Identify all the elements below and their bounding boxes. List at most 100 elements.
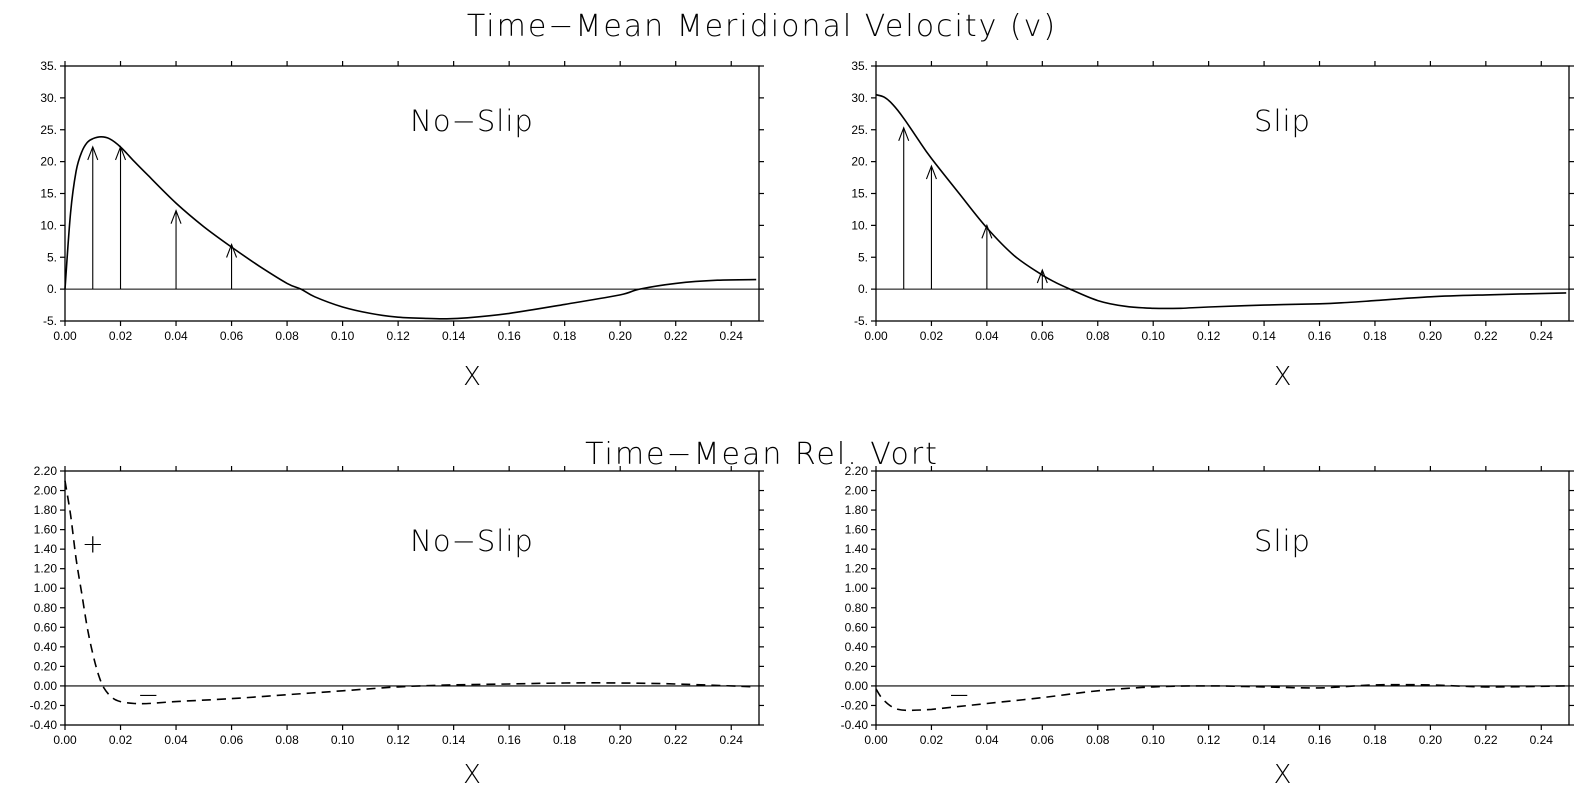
y-tick-label: 10. — [851, 218, 868, 232]
x-tick-label: 0.24 — [720, 329, 744, 343]
y-tick-label: 15. — [40, 187, 57, 201]
x-tick-label: 0.06 — [1031, 733, 1055, 747]
x-tick-label: 0.04 — [975, 329, 999, 343]
x-tick-label: 0.12 — [386, 329, 410, 343]
x-tick-label: 0.04 — [164, 733, 188, 747]
y-tick-label: 0.60 — [845, 620, 869, 634]
y-tick-label: 1.60 — [34, 523, 58, 537]
x-tick-label: 0.10 — [1142, 733, 1166, 747]
y-tick-label: 1.80 — [845, 503, 869, 517]
x-tick-label: 0.02 — [920, 329, 944, 343]
x-tick-label: 0.14 — [1252, 733, 1276, 747]
y-tick-label: 0.40 — [845, 640, 869, 654]
y-tick-label: 2.00 — [34, 484, 58, 498]
plot-frame — [875, 470, 1570, 726]
vort-slip-panel: 0.00 0.02 0.04 0.06 0.08 0.10 0.12 0.14 0.16 0.18… — [841, 464, 1574, 790]
y-tick-label: 2.20 — [34, 464, 58, 478]
x-tick-label: 0.24 — [720, 733, 744, 747]
x-tick-label: 0.08 — [275, 329, 299, 343]
x-tick-label: 0.24 — [1530, 329, 1554, 343]
x-tick-label: 0.04 — [164, 329, 188, 343]
v-slip-x-axis-title: X — [1274, 362, 1292, 392]
x-tick-label: 0.10 — [331, 329, 355, 343]
y-tick-label: 1.00 — [34, 581, 58, 595]
y-tick-label: 20. — [40, 155, 57, 169]
x-tick-label: 0.20 — [609, 733, 633, 747]
x-tick-label: 0.18 — [553, 733, 577, 747]
y-tick-label: 35. — [851, 59, 868, 73]
y-tick-label: -0.20 — [841, 698, 869, 712]
x-tick-label: 0.08 — [1086, 733, 1110, 747]
y-tick-label: 20. — [851, 155, 868, 169]
plot-frame — [875, 65, 1570, 322]
x-tick-label: 0.22 — [1474, 329, 1498, 343]
velocity-arrow-head — [898, 126, 910, 142]
v-noslip-x-axis-title: X — [463, 362, 481, 392]
y-tick-label: -0.40 — [841, 718, 869, 732]
y-tick-label: 1.20 — [34, 562, 58, 576]
y-tick-label: 5. — [858, 250, 868, 264]
y-tick-label: 0.00 — [34, 679, 58, 693]
vort-noslip-panel-label: No−Slip — [410, 524, 534, 558]
x-tick-label: 0.06 — [1031, 329, 1055, 343]
y-tick-label: 0.80 — [845, 601, 869, 615]
y-tick-label: -5. — [854, 314, 868, 328]
y-tick-label: 2.20 — [845, 464, 869, 478]
y-tick-label: 0.80 — [34, 601, 58, 615]
x-tick-label: 0.20 — [1419, 329, 1443, 343]
y-tick-label: 0.20 — [34, 659, 58, 673]
x-tick-label: 0.14 — [442, 733, 466, 747]
velocity-arrow-head — [925, 164, 937, 180]
plot-frame — [64, 470, 760, 726]
x-tick-label: 0.12 — [1197, 329, 1221, 343]
vort-slip-series-line — [875, 683, 1567, 712]
velocity-arrow-head — [170, 209, 182, 224]
vort-noslip-x-axis-title: X — [463, 760, 481, 790]
x-tick-label: 0.16 — [1308, 329, 1332, 343]
y-tick-label: 25. — [851, 123, 868, 137]
top-figure-title: Time−Mean Meridional Velocity (v) — [467, 9, 1057, 44]
velocity-arrow-head — [981, 223, 993, 239]
y-tick-label: 25. — [40, 123, 57, 137]
sign-annotation: − — [948, 681, 970, 711]
x-tick-label: 0.12 — [386, 733, 410, 747]
y-tick-label: 0.40 — [34, 640, 58, 654]
vort-slip-x-axis-title: X — [1274, 760, 1292, 790]
x-tick-label: 0.14 — [442, 329, 466, 343]
v-slip-panel: 0.00 0.02 0.04 0.06 0.08 0.10 0.12 0.14 0.16 0.18… — [851, 59, 1574, 392]
x-tick-label: 0.18 — [1363, 733, 1387, 747]
x-tick-label: 0.16 — [497, 733, 521, 747]
x-tick-label: 0.16 — [497, 329, 521, 343]
x-tick-label: 0.02 — [920, 733, 944, 747]
y-tick-label: 1.00 — [845, 581, 869, 595]
y-tick-label: 5. — [47, 250, 57, 264]
y-tick-label: 0.00 — [845, 679, 869, 693]
sign-annotation: − — [137, 681, 159, 711]
velocity-arrow-head — [87, 145, 99, 161]
bottom-figure-title: Time−Mean Rel. Vort — [585, 437, 939, 472]
sign-annotation: + — [82, 529, 104, 559]
vort-slip-panel-label: Slip — [1254, 524, 1311, 558]
x-tick-label: 0.10 — [1142, 329, 1166, 343]
y-tick-label: 10. — [40, 218, 57, 232]
y-tick-label: 30. — [40, 91, 57, 105]
x-tick-label: 0.08 — [1086, 329, 1110, 343]
y-tick-label: 30. — [851, 91, 868, 105]
x-tick-label: 0.18 — [1363, 329, 1387, 343]
y-tick-label: 0.60 — [34, 620, 58, 634]
x-tick-label: 0.16 — [1308, 733, 1332, 747]
y-tick-label: 0. — [858, 282, 868, 296]
y-tick-label: 1.20 — [845, 562, 869, 576]
velocity-arrow-head — [1036, 268, 1048, 284]
x-tick-label: 0.22 — [1474, 733, 1498, 747]
x-tick-label: 0.12 — [1197, 733, 1221, 747]
x-tick-label: 0.02 — [109, 733, 133, 747]
y-tick-label: -0.20 — [30, 698, 58, 712]
x-tick-label: 0.00 — [864, 733, 888, 747]
y-tick-label: 15. — [851, 187, 868, 201]
y-tick-label: 2.00 — [845, 484, 869, 498]
x-tick-label: 0.00 — [53, 329, 77, 343]
y-tick-label: 1.60 — [845, 523, 869, 537]
x-tick-label: 0.06 — [220, 329, 244, 343]
